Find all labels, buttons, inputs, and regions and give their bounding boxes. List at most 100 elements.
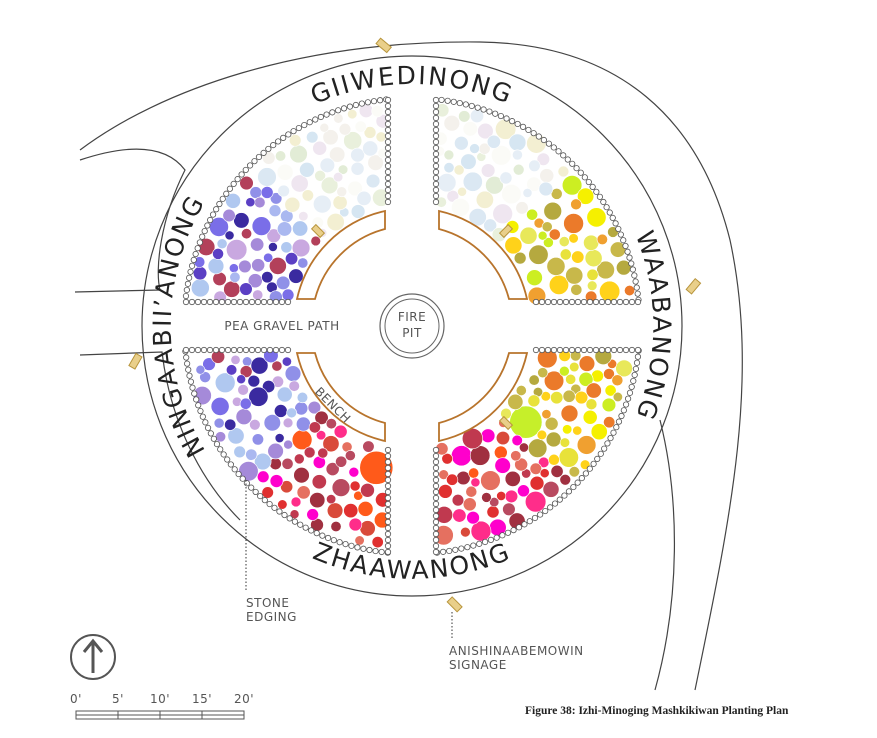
plant xyxy=(599,280,621,302)
plant xyxy=(624,285,636,297)
plant xyxy=(295,416,311,432)
plant xyxy=(527,394,541,408)
plant xyxy=(238,259,252,274)
plant xyxy=(462,121,478,137)
stone xyxy=(285,131,292,138)
stone xyxy=(596,193,604,200)
stone xyxy=(190,256,197,264)
plant xyxy=(492,203,513,225)
stone xyxy=(545,140,552,147)
stone xyxy=(281,511,288,519)
east-label: WAABANONG xyxy=(630,227,676,425)
plant xyxy=(269,257,287,275)
plant xyxy=(249,186,263,199)
plant xyxy=(325,462,340,476)
stone xyxy=(348,542,355,549)
plant xyxy=(254,196,266,209)
stone xyxy=(492,110,499,117)
stone xyxy=(432,120,440,128)
plant xyxy=(450,445,472,467)
stone xyxy=(493,534,500,541)
scale-label: 0' xyxy=(70,692,82,706)
plant xyxy=(483,218,497,233)
stone xyxy=(481,538,489,546)
plant xyxy=(561,175,583,196)
stone xyxy=(384,192,392,200)
plant xyxy=(215,431,227,443)
stone xyxy=(266,298,274,306)
plant xyxy=(349,480,361,492)
stone xyxy=(432,464,440,472)
stone xyxy=(193,396,200,403)
plant xyxy=(524,491,547,513)
plant xyxy=(331,478,351,497)
plant xyxy=(236,374,246,385)
stone xyxy=(384,500,392,508)
stone xyxy=(254,298,262,306)
plant xyxy=(481,492,492,503)
stone xyxy=(336,539,343,546)
plant xyxy=(480,470,501,491)
stone xyxy=(286,515,293,522)
stone xyxy=(603,204,610,211)
plant xyxy=(559,473,571,486)
stone xyxy=(209,211,217,218)
stone xyxy=(456,99,463,107)
stone xyxy=(384,446,392,454)
plant xyxy=(596,260,615,280)
stone xyxy=(432,198,440,206)
stone xyxy=(202,419,209,426)
stone xyxy=(432,524,440,532)
fire-pit-inner xyxy=(384,298,440,354)
plant xyxy=(338,123,352,136)
north-text: GIIWEDINONG xyxy=(307,61,516,110)
stone xyxy=(200,298,208,306)
plant xyxy=(562,424,573,435)
stone xyxy=(186,274,193,281)
stone xyxy=(188,262,196,269)
stone xyxy=(384,162,392,170)
stone xyxy=(581,174,588,181)
plant xyxy=(257,167,277,187)
plant xyxy=(271,360,283,372)
plant xyxy=(239,397,252,410)
stone xyxy=(384,168,392,176)
stone xyxy=(192,250,199,258)
plant xyxy=(360,483,375,498)
stone xyxy=(352,101,359,109)
plant xyxy=(214,372,236,393)
stone xyxy=(187,268,194,275)
stone xyxy=(278,346,286,354)
stone xyxy=(242,346,250,354)
plant xyxy=(560,404,579,423)
stone xyxy=(604,346,612,354)
plant xyxy=(226,239,248,261)
plant xyxy=(322,129,339,146)
stone xyxy=(624,248,631,255)
plant xyxy=(446,473,459,486)
plant xyxy=(225,364,238,376)
plant xyxy=(499,171,513,185)
plant xyxy=(350,161,365,176)
stone xyxy=(384,530,392,538)
scale-bar xyxy=(75,710,245,720)
plant xyxy=(586,207,607,228)
stone xyxy=(497,112,505,120)
caption: Figure 38: Izhi-Minoging Mashkikiwan Pla… xyxy=(525,705,789,717)
stone xyxy=(586,465,593,472)
plant xyxy=(529,475,545,491)
plant xyxy=(545,431,562,448)
benches xyxy=(295,209,529,443)
stone xyxy=(200,346,208,354)
stone xyxy=(216,200,223,208)
plant xyxy=(261,271,274,284)
stone xyxy=(610,298,618,306)
stone xyxy=(446,547,453,555)
plant xyxy=(363,126,377,139)
stone xyxy=(510,527,517,534)
stone xyxy=(542,507,549,515)
stone xyxy=(589,183,596,190)
stone xyxy=(432,494,440,502)
stone xyxy=(270,142,277,149)
